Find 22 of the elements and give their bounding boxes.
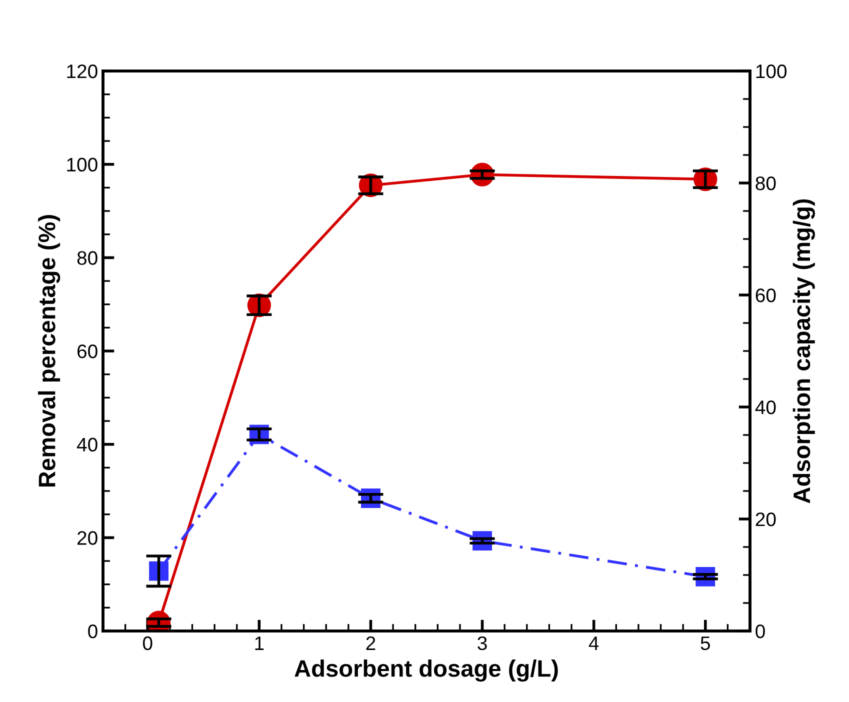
y-tick-label: 120 (67, 64, 98, 78)
y2-axis-title: Adsorption capacity (mg/g) (792, 199, 815, 504)
y-axis-title: Removal percentage (%) (38, 215, 60, 487)
y-tick-label: 40 (76, 438, 98, 452)
x-tick-label: 5 (700, 636, 710, 650)
y2-tick-label: 20 (756, 512, 776, 526)
y2-tick-label: 100 (756, 64, 787, 78)
y-tick-label: 80 (77, 251, 98, 265)
y2-tick-label: 0 (756, 624, 765, 638)
x-tick-label: 0 (142, 636, 152, 650)
y-tick-label: 0 (88, 624, 98, 638)
y-tick-label: 20 (77, 531, 98, 545)
x-axis-title: Adsorbent dosage (g/L) (294, 660, 558, 682)
x-tick-label: 1 (255, 636, 264, 650)
x-tick-label: 4 (588, 636, 599, 650)
y2-tick-label: 40 (755, 400, 776, 414)
x-tick-label: 3 (478, 636, 487, 650)
y2-tick-label: 60 (756, 288, 776, 302)
x-tick-label: 2 (366, 636, 376, 650)
y-tick-label: 100 (67, 158, 98, 172)
y2-tick-label: 80 (756, 176, 776, 190)
y-tick-label: 60 (78, 344, 98, 358)
